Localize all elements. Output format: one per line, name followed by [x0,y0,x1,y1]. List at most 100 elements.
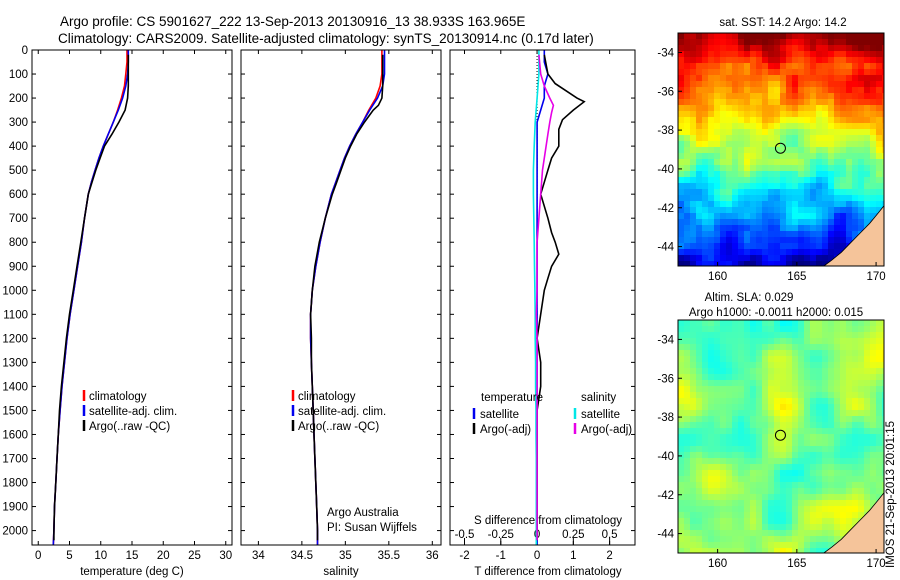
map-cell [858,428,865,435]
map-cell [738,39,745,46]
map-cell [828,362,835,369]
map-cell [732,332,739,339]
map-cell [792,177,799,184]
map-cell [762,362,769,369]
map-cell [816,171,823,178]
salinity-axes-frame [240,49,442,546]
map-cell [780,506,787,513]
map-cell [852,470,859,477]
map-cell [768,99,775,106]
map-cell [720,362,727,369]
map-cell [708,368,715,375]
map-cell [816,404,823,411]
map-cell [726,249,733,256]
map-cell [708,332,715,339]
map-cell [696,261,703,266]
map-cell [852,380,859,387]
map-cell [714,530,721,537]
panel-temperature: 0100200300400500600700800900100011001200… [2,45,233,578]
map-cell [678,488,685,495]
s-tick-label: 0.25 [562,529,584,541]
map-cell [714,123,721,130]
map-cell [678,225,685,232]
map-cell [858,153,865,160]
map-cell [732,440,739,447]
map-cell [786,440,793,447]
map-cell [702,386,709,393]
map-cell [768,201,775,208]
map-cell [870,177,877,184]
map-cell [846,386,853,393]
map-cell [876,63,883,70]
map-cell [690,207,697,214]
map-cell [732,488,739,495]
map-cell [744,87,751,94]
map-cell [702,57,709,64]
map-cell [798,147,805,154]
map-cell [852,81,859,88]
map-cell [750,231,757,238]
map-cell [744,368,751,375]
map-cell [696,356,703,363]
map-cell [732,201,739,208]
map-cell [780,183,787,190]
map-cell [780,470,787,477]
map-cell [846,111,853,118]
map-cell [804,255,811,262]
x-tick-label: -2 [459,550,469,562]
map-cell [876,51,883,58]
map-cell [780,524,787,531]
map-cell [678,368,685,375]
map-cell [684,542,691,549]
map-cell [810,165,817,172]
map-cell [738,320,745,327]
map-cell [690,338,697,345]
map-cell [738,213,745,220]
map-cell [840,45,847,52]
map-cell [756,404,763,411]
map-cell [708,201,715,208]
map-cell [864,338,871,345]
map-cell [870,338,877,345]
map-cell [744,404,751,411]
map-cell [762,189,769,196]
map-cell [708,45,715,52]
map-cell [810,255,817,262]
map-cell [726,350,733,357]
map-cell [792,428,799,435]
map-cell [678,344,685,351]
map-cell [822,183,829,190]
map-cell [846,69,853,76]
map-cell [828,183,835,190]
map-cell [756,99,763,106]
map-cell [690,332,697,339]
map-cell [774,500,781,507]
map-cell [792,488,799,495]
map-cell [714,93,721,100]
map-cell [756,51,763,58]
map-cell [720,392,727,399]
map-cell [678,536,685,543]
series-line-0-0 [52,50,128,545]
map-cell [708,320,715,327]
map-cell [756,548,763,553]
map-cell [762,494,769,501]
map-cell [876,476,883,483]
map-cell [756,398,763,405]
map-cell [690,153,697,160]
map-cell [828,243,835,250]
map-cell [714,320,721,327]
map-cell [720,488,727,495]
map-cell [810,33,817,40]
map-cell [828,129,835,136]
map-cell [768,392,775,399]
map-cell [762,446,769,453]
map-cell [714,416,721,423]
map-cell [864,356,871,363]
map-cell [876,356,883,363]
map-cell [750,332,757,339]
map-cell [822,39,829,46]
map-cell [822,141,829,148]
map-cell [858,51,865,58]
map-cell [756,440,763,447]
